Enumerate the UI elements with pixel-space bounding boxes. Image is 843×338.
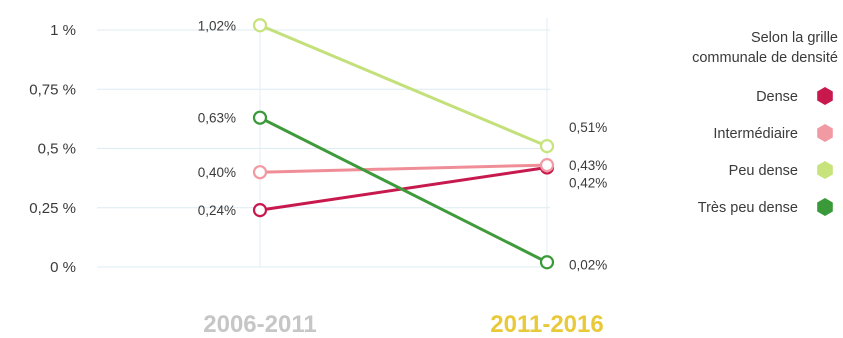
series-line-intermediaire <box>259 163 548 174</box>
legend-title: Selon la grille <box>751 30 838 46</box>
legend: Selon la grille communale de densité Dense… <box>692 30 838 216</box>
legend-label-tres-peu-dense: Très peu dense <box>698 200 798 216</box>
data-label: 0,63% <box>198 111 236 126</box>
data-point-tres-peu-dense <box>539 255 555 270</box>
legend-label-intermediaire: Intermédiaire <box>713 126 798 142</box>
y-tick-label: 0,5 % <box>38 141 76 158</box>
legend-swatch-dense <box>817 87 833 105</box>
data-label: 0,42% <box>569 175 607 190</box>
y-tick-label: 0 % <box>50 259 76 276</box>
y-tick-label: 0,25 % <box>29 200 76 217</box>
data-label: 0,02% <box>569 257 607 272</box>
data-point-intermediaire <box>539 157 555 173</box>
legend-swatch-tres-peu-dense <box>817 198 833 216</box>
data-point-intermediaire <box>252 165 268 180</box>
y-axis-ticks: 0 % 0,25 % 0,5 % 0,75 % 1 % <box>29 22 76 276</box>
legend-label-dense: Dense <box>756 89 798 105</box>
legend-title: communale de densité <box>692 50 838 66</box>
legend-label-peu-dense: Peu dense <box>729 163 798 179</box>
data-label: 1,02% <box>198 18 236 33</box>
data-label: 0,43% <box>569 158 607 173</box>
data-point-peu-dense <box>252 18 268 33</box>
x-category-label: 2011-2016 <box>490 311 603 338</box>
data-label: 0,40% <box>198 165 236 180</box>
y-tick-label: 0,75 % <box>29 81 76 98</box>
legend-swatch-peu-dense <box>817 161 833 179</box>
series-lines <box>259 23 548 264</box>
legend-swatch-intermediaire <box>817 124 833 142</box>
series-line-peu-dense <box>259 23 548 148</box>
data-labels: 0,24% 0,42% 0,40% 0,43% 1,02% 0,51% 0,63% 0,02% <box>198 18 608 272</box>
series-points <box>252 18 555 270</box>
category-axes <box>259 18 548 267</box>
data-point-dense <box>252 203 268 218</box>
data-label: 0,51% <box>569 120 607 135</box>
series-line-tres-peu-dense <box>259 116 548 264</box>
x-axis-category-labels: 2006-2011 2011-2016 <box>203 311 603 338</box>
data-point-tres-peu-dense <box>252 110 268 125</box>
data-point-peu-dense <box>539 139 555 154</box>
data-label: 0,24% <box>198 203 236 218</box>
y-tick-label: 1 % <box>50 22 76 39</box>
x-category-label: 2006-2011 <box>203 311 316 338</box>
